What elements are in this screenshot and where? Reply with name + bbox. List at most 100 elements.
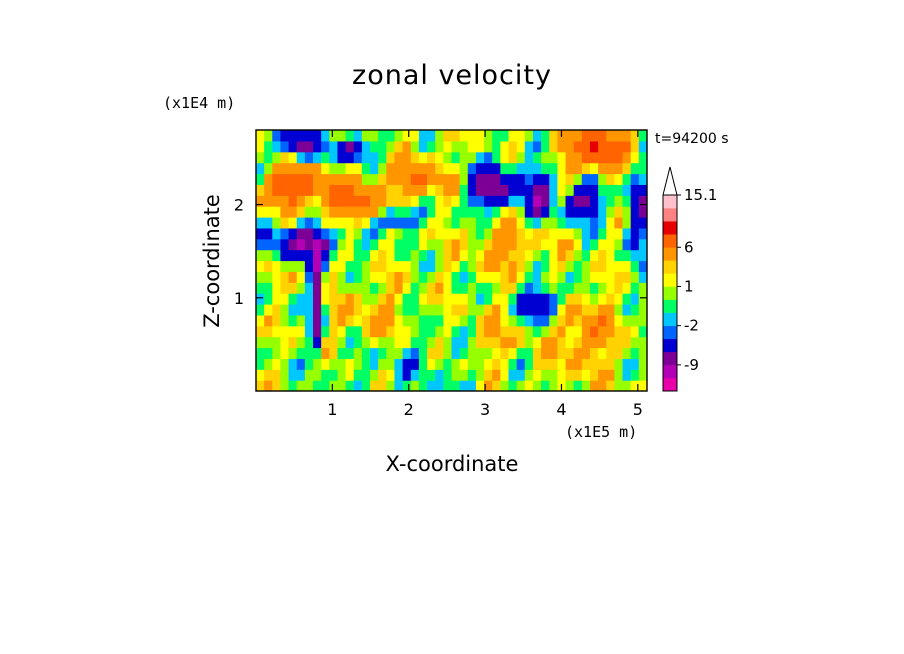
field-cell [337, 369, 347, 381]
field-cell [361, 238, 371, 251]
field-cell [500, 140, 510, 153]
field-cell [264, 304, 273, 316]
field-cell [557, 184, 567, 196]
field-cell [394, 304, 404, 316]
field-cell [435, 184, 444, 196]
field-cell [516, 358, 526, 370]
field-cell [541, 151, 550, 164]
field-cell [500, 271, 510, 283]
field-cell [321, 173, 330, 185]
colorbar-bin [663, 338, 677, 353]
field-cell [378, 271, 387, 283]
field-cell [427, 238, 436, 251]
field-cell [288, 238, 298, 251]
field-cell [532, 130, 542, 142]
field-cell [410, 304, 420, 316]
colorbar-bin [663, 299, 677, 313]
field-cell [337, 238, 347, 251]
field-cell [288, 162, 298, 175]
field-cell [532, 206, 542, 218]
field-cell [549, 227, 558, 240]
field-cell [524, 336, 534, 349]
field-cell [418, 195, 428, 207]
field-cell [361, 162, 371, 175]
field-cell [378, 336, 387, 349]
field-cell [508, 173, 518, 185]
field-cell [288, 314, 298, 327]
field-cell [353, 217, 363, 229]
field-cell [606, 227, 616, 240]
field-cell [589, 314, 599, 327]
field-cell [386, 206, 396, 218]
field-cell [264, 271, 273, 283]
field-cell [549, 369, 558, 381]
field-cell [508, 227, 518, 240]
field-cell [614, 184, 624, 196]
field-cell [451, 325, 461, 338]
field-cell [264, 347, 273, 359]
field-cell [565, 304, 575, 316]
field-cell [630, 151, 640, 164]
field-cell [304, 195, 314, 207]
field-cell [321, 238, 330, 251]
x-unit-label: (x1E5 m) [565, 423, 637, 441]
colorbar-extend-triangle [662, 166, 678, 196]
field-cell [622, 249, 632, 262]
field-cell [459, 184, 469, 196]
field-cell [361, 151, 371, 164]
field-cell [459, 206, 469, 218]
field-cell [313, 238, 322, 251]
field-cell [280, 140, 290, 153]
field-cell [557, 217, 567, 229]
field-cell [492, 304, 501, 316]
field-cell [394, 195, 404, 207]
field-cell [532, 249, 542, 262]
field-cell [622, 260, 632, 272]
field-cell [573, 336, 583, 349]
field-cell [386, 325, 396, 338]
field-cell [467, 184, 477, 196]
field-cell [280, 227, 290, 240]
field-cell [532, 184, 542, 196]
field-cell [313, 271, 322, 283]
field-cell [386, 227, 396, 240]
field-cell [484, 140, 493, 153]
field-cell [329, 195, 339, 207]
field-cell [516, 271, 526, 283]
field-cell [565, 217, 575, 229]
field-cell [304, 304, 314, 316]
field-cell [565, 314, 575, 327]
colorbar-bin [663, 247, 677, 261]
field-cell [402, 173, 412, 185]
field-cell [492, 195, 501, 207]
field-cell [304, 314, 314, 327]
field-cell [451, 314, 461, 327]
field-cell [435, 206, 444, 218]
field-cell [606, 282, 616, 294]
field-cell [516, 293, 526, 305]
contour-field [256, 130, 647, 391]
field-cell [573, 151, 583, 164]
field-cell [516, 347, 526, 359]
field-cell [435, 238, 444, 251]
field-cell [329, 282, 339, 294]
field-cell [484, 314, 493, 327]
field-cell [630, 282, 640, 294]
field-cell [418, 358, 428, 370]
field-cell [622, 151, 632, 164]
field-cell [573, 140, 583, 153]
field-cell [256, 293, 265, 305]
field-cell [256, 347, 265, 359]
field-cell [443, 380, 453, 391]
field-cell [630, 369, 640, 381]
field-cell [288, 249, 298, 262]
field-cell [386, 140, 396, 153]
field-cell [435, 151, 444, 164]
field-cell [606, 151, 616, 164]
field-cell [606, 293, 616, 305]
field-cell [614, 380, 624, 391]
field-cell [353, 304, 363, 316]
field-cell [622, 369, 632, 381]
field-cell [394, 249, 404, 262]
field-cell [532, 195, 542, 207]
